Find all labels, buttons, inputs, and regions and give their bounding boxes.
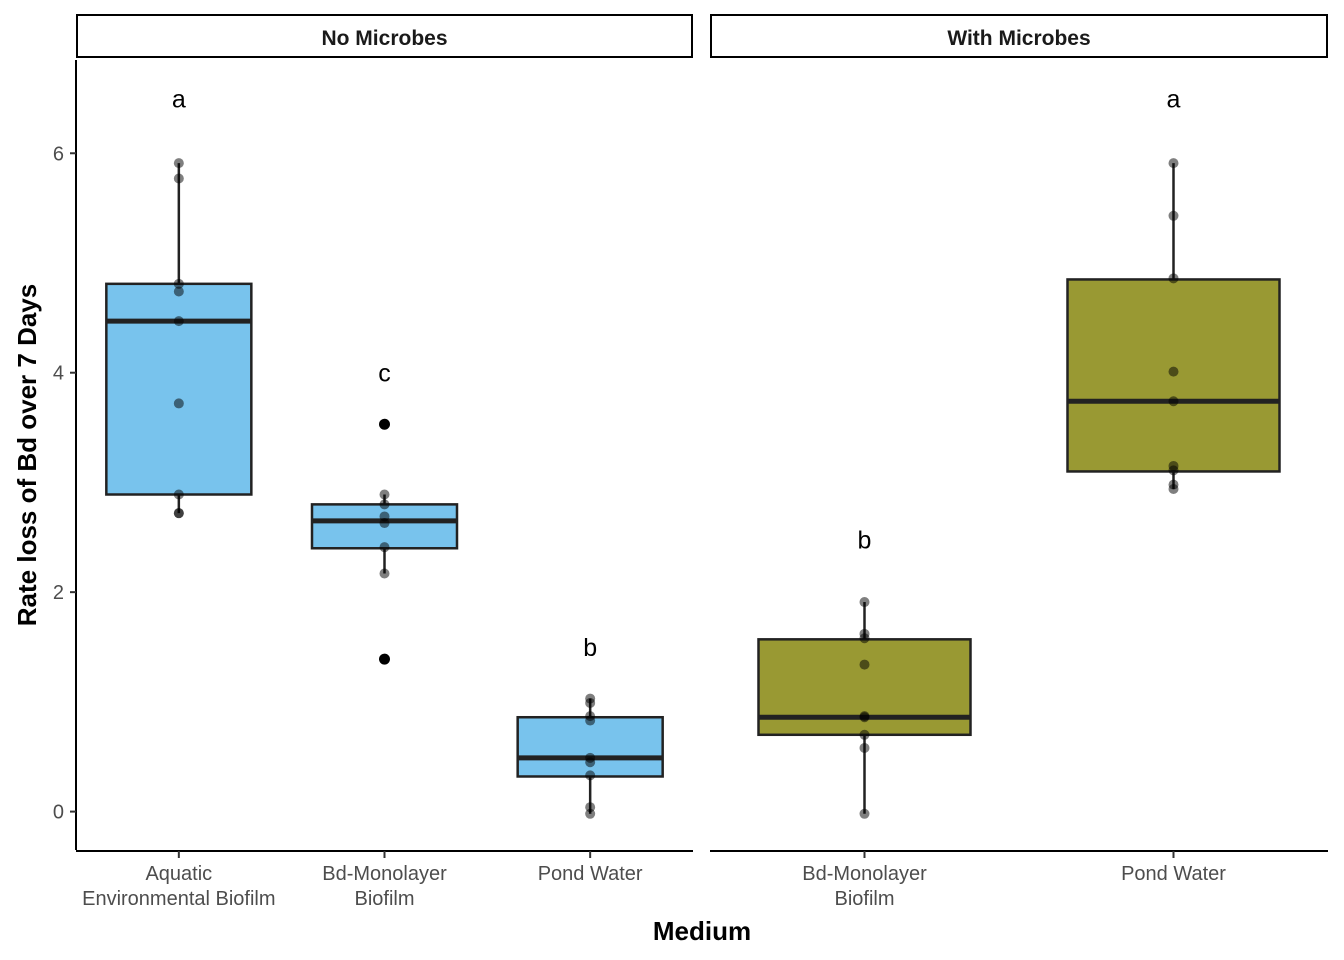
x-tick-label: Biofilm <box>834 888 894 910</box>
x-tick-label: Aquatic <box>145 863 212 885</box>
data-point <box>585 715 596 726</box>
data-point <box>173 508 184 519</box>
y-axis-title: Rate loss of Bd over 7 Days <box>12 284 42 626</box>
data-point <box>585 770 596 781</box>
data-point <box>173 173 184 184</box>
data-point <box>173 316 184 327</box>
x-tick-label: Pond Water <box>1121 863 1226 885</box>
data-point <box>173 278 184 289</box>
x-tick-label: Biofilm <box>354 888 414 910</box>
facet-panel: With Microbes b Bd-Monolayer Biofilm a Pond W… <box>710 14 1328 910</box>
data-point <box>585 757 596 768</box>
box-group: b Bd-Monolayer Biofilm <box>757 526 972 910</box>
data-point <box>1168 210 1179 221</box>
data-point <box>173 286 184 297</box>
x-tick-label: Pond Water <box>538 863 643 885</box>
x-tick-label: Environmental Biofilm <box>82 888 275 910</box>
data-point <box>1168 465 1179 476</box>
facet-strip-label: With Microbes <box>947 27 1090 50</box>
x-tick-label: Bd-Monolayer <box>802 863 927 885</box>
x-axis-title: Medium <box>653 916 751 946</box>
data-point <box>859 729 870 740</box>
data-point <box>859 597 870 608</box>
box-group: c Bd-Monolayer Biofilm <box>310 360 459 910</box>
y-tick-label: 4 <box>53 363 64 385</box>
facet-strip <box>710 14 1328 58</box>
data-point <box>379 499 390 510</box>
data-point <box>859 659 870 670</box>
data-point <box>379 654 390 665</box>
significance-letter: c <box>378 360 391 388</box>
data-point <box>1168 273 1179 284</box>
facets-layer: No Microbes a Aquatic Environmental Biofilm… <box>76 14 1328 910</box>
y-tick-label: 6 <box>53 143 64 165</box>
data-point <box>1168 366 1179 377</box>
data-point <box>1168 396 1179 407</box>
data-point <box>859 633 870 644</box>
box-group: a Aquatic Environmental Biofilm <box>82 85 275 910</box>
data-point <box>859 742 870 753</box>
y-axis: 0 2 4 6 <box>53 60 77 850</box>
y-tick-label: 2 <box>53 582 64 604</box>
data-point <box>859 808 870 819</box>
box-group: b Pond Water <box>516 634 664 885</box>
data-point <box>585 697 596 708</box>
box <box>105 282 253 496</box>
data-point <box>859 712 870 723</box>
box <box>516 715 664 778</box>
significance-letter: b <box>583 634 597 662</box>
data-point <box>1168 484 1179 495</box>
x-tick-label: Bd-Monolayer <box>322 863 447 885</box>
facet-strip <box>76 14 693 58</box>
box-group: a Pond Water <box>1066 85 1281 885</box>
data-point <box>379 419 390 430</box>
y-tick-label: 0 <box>53 802 64 824</box>
data-point <box>379 518 390 529</box>
data-point <box>173 158 184 169</box>
data-point <box>173 489 184 500</box>
significance-letter: a <box>1167 85 1181 113</box>
data-point <box>379 542 390 553</box>
data-point <box>379 568 390 579</box>
data-point <box>379 489 390 500</box>
data-point <box>585 808 596 819</box>
facet-panel: No Microbes a Aquatic Environmental Biofilm… <box>76 14 693 910</box>
data-point <box>173 398 184 409</box>
significance-letter: b <box>858 526 872 554</box>
significance-letter: a <box>172 85 186 113</box>
facet-strip-label: No Microbes <box>321 27 447 50</box>
data-point <box>1168 158 1179 169</box>
